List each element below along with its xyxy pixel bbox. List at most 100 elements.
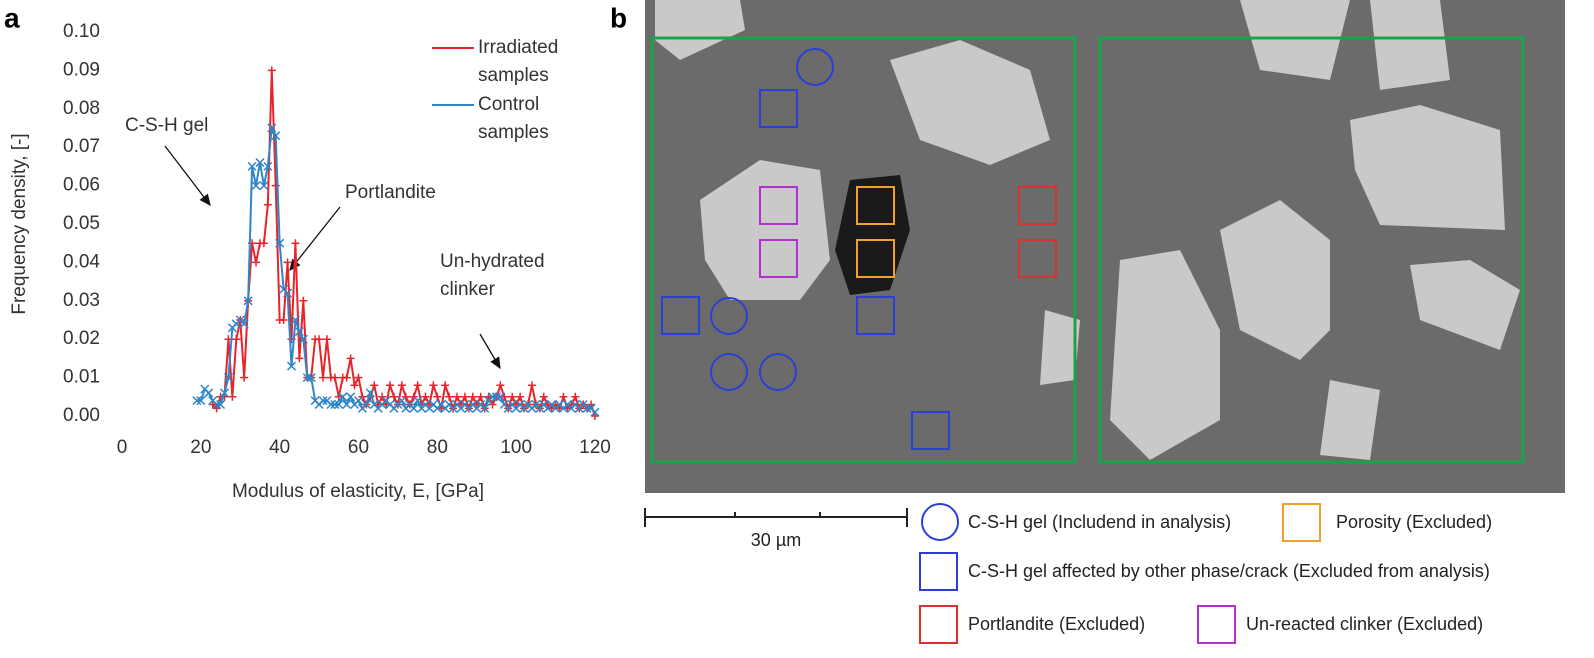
point-marker xyxy=(582,403,592,413)
legend-label: Control samples xyxy=(478,94,549,143)
point-marker xyxy=(322,335,331,344)
point-marker xyxy=(559,392,568,401)
point-marker xyxy=(496,381,505,390)
legend-text: Porosity (Excluded) xyxy=(1336,512,1492,532)
point-marker xyxy=(445,392,454,401)
point-marker xyxy=(429,381,438,390)
panel-label: a xyxy=(4,2,20,33)
point-marker xyxy=(255,158,265,168)
point-marker xyxy=(508,392,517,401)
point-marker xyxy=(267,66,276,75)
point-marker xyxy=(196,396,206,406)
point-marker xyxy=(468,392,477,401)
annotation-arrow xyxy=(289,206,341,272)
scale-bar xyxy=(644,508,908,527)
point-marker xyxy=(527,381,536,390)
x-tick-label: 20 xyxy=(190,437,211,458)
point-marker xyxy=(263,200,272,209)
point-marker xyxy=(342,399,352,410)
point-marker xyxy=(539,392,548,401)
point-marker xyxy=(491,392,501,402)
point-marker xyxy=(252,258,261,267)
point-marker xyxy=(516,392,525,401)
point-marker xyxy=(291,239,300,248)
point-marker xyxy=(590,407,600,417)
point-marker xyxy=(460,392,469,401)
point-marker xyxy=(480,403,490,413)
y-tick-label: 0.04 xyxy=(63,251,100,272)
micrograph xyxy=(645,0,1565,493)
point-marker xyxy=(259,239,268,248)
point-marker xyxy=(263,161,273,171)
point-marker xyxy=(500,392,509,401)
point-marker xyxy=(279,316,288,324)
point-marker xyxy=(212,399,222,410)
annotation: C-S-H gel xyxy=(125,115,208,136)
point-marker xyxy=(495,392,505,402)
y-axis-title: Frequency density, [-] xyxy=(9,133,30,314)
point-marker xyxy=(441,381,450,390)
point-marker xyxy=(334,399,344,410)
point-marker xyxy=(487,392,498,402)
y-tick-label: 0.08 xyxy=(63,98,100,119)
point-marker xyxy=(239,319,249,329)
x-tick-label: 0 xyxy=(117,437,128,458)
point-marker xyxy=(271,131,281,141)
legend-text: C-S-H gel affected by other phase/crack … xyxy=(968,561,1490,581)
point-marker xyxy=(247,161,257,171)
point-marker xyxy=(433,392,442,401)
point-marker xyxy=(386,381,395,390)
point-marker xyxy=(353,396,364,406)
point-marker xyxy=(283,258,292,267)
series xyxy=(192,123,600,417)
point-marker xyxy=(338,392,348,402)
point-marker xyxy=(453,392,462,401)
legend-text: C-S-H gel (Includend in analysis) xyxy=(968,512,1231,532)
point-marker xyxy=(283,288,293,298)
scale-label: 30 µm xyxy=(751,530,801,550)
x-tick-label: 120 xyxy=(579,437,611,458)
y-tick-label: 0.07 xyxy=(63,136,100,157)
micrograph-legend-keys xyxy=(919,503,1321,644)
point-marker xyxy=(354,373,363,382)
point-marker xyxy=(306,373,316,383)
point-marker xyxy=(295,354,304,363)
legend-text: Portlandite (Excluded) xyxy=(968,614,1145,634)
point-marker xyxy=(397,396,407,406)
annotation: Portlandite xyxy=(345,182,436,203)
point-marker xyxy=(219,388,230,398)
point-marker xyxy=(476,392,485,401)
point-marker xyxy=(330,399,340,410)
point-marker xyxy=(290,315,300,325)
point-marker xyxy=(334,392,343,401)
y-tick-label: 0.03 xyxy=(63,290,100,311)
point-marker xyxy=(421,392,430,401)
annotation: Un-hydrated clinker xyxy=(440,251,545,300)
point-marker xyxy=(243,296,253,306)
point-marker xyxy=(346,354,355,363)
point-marker xyxy=(591,412,599,420)
point-marker xyxy=(251,181,261,191)
point-marker xyxy=(370,381,379,390)
x-tick-label: 60 xyxy=(348,437,369,458)
point-marker xyxy=(192,396,202,406)
point-marker xyxy=(267,123,277,133)
point-marker xyxy=(342,373,351,382)
point-marker xyxy=(204,388,214,398)
point-marker xyxy=(302,373,312,383)
y-tick-label: 0.05 xyxy=(63,213,100,234)
point-marker xyxy=(259,181,269,191)
annotation-arrow xyxy=(164,145,211,207)
point-marker xyxy=(346,392,356,402)
point-marker xyxy=(389,392,398,401)
point-marker xyxy=(413,396,423,406)
point-marker xyxy=(286,361,297,371)
point-marker xyxy=(216,399,226,410)
point-marker xyxy=(326,399,336,410)
point-marker xyxy=(315,335,324,344)
x-tick-label: 100 xyxy=(500,437,532,458)
point-marker xyxy=(299,296,308,305)
y-tick-label: 0.10 xyxy=(63,21,100,42)
y-tick-label: 0.06 xyxy=(63,175,100,196)
